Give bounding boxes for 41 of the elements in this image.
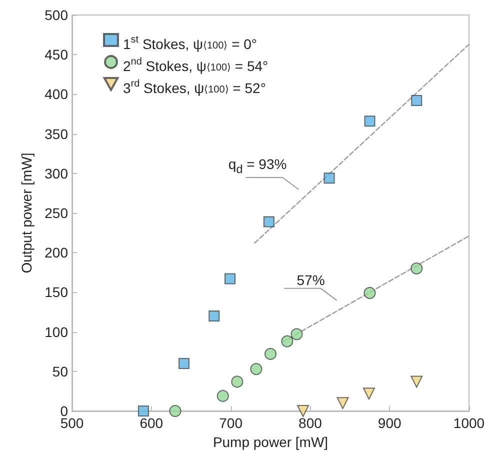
point bbox=[362, 388, 375, 400]
point bbox=[364, 286, 376, 299]
x-tick-label: 600 bbox=[140, 415, 164, 431]
y-tick-label: 200 bbox=[44, 244, 68, 261]
point bbox=[410, 262, 423, 274]
x-tick-label: 1000 bbox=[453, 415, 485, 431]
annotation: q$_{d}$ = 93% bbox=[228, 156, 287, 178]
x-tick-label: 700 bbox=[219, 415, 243, 431]
point bbox=[216, 390, 229, 402]
point bbox=[208, 310, 220, 322]
point bbox=[410, 376, 423, 388]
point bbox=[169, 405, 182, 417]
y-tick-label: 350 bbox=[44, 126, 68, 142]
point bbox=[178, 358, 190, 369]
annotation: 57% bbox=[296, 272, 325, 288]
y-tick-label: 250 bbox=[44, 205, 68, 221]
y-tick-label: 0 bbox=[60, 403, 68, 419]
point bbox=[250, 363, 262, 376]
y-tick-label: 100 bbox=[44, 324, 68, 340]
point bbox=[411, 95, 422, 106]
point bbox=[264, 348, 276, 360]
y-tick-label: 400 bbox=[44, 86, 68, 102]
y-tick-label: 150 bbox=[44, 284, 68, 300]
x-tick-label: 900 bbox=[378, 415, 402, 431]
x-tick-label: 800 bbox=[298, 415, 322, 431]
point bbox=[364, 116, 376, 127]
point bbox=[324, 172, 335, 184]
point bbox=[336, 397, 349, 410]
point bbox=[138, 406, 149, 416]
point bbox=[231, 376, 244, 388]
point bbox=[290, 328, 303, 340]
point bbox=[224, 273, 236, 284]
y-tick-label: 50 bbox=[52, 363, 68, 380]
y-tick-label: 500 bbox=[44, 7, 68, 23]
y-tick-label: 450 bbox=[44, 46, 68, 63]
x-axis-title: Pump power [mW] bbox=[212, 434, 328, 450]
point bbox=[297, 405, 310, 417]
point bbox=[281, 335, 294, 348]
y-tick-label: 300 bbox=[44, 165, 68, 182]
y-axis-title: Output power [mW] bbox=[18, 152, 35, 274]
point bbox=[263, 216, 274, 228]
